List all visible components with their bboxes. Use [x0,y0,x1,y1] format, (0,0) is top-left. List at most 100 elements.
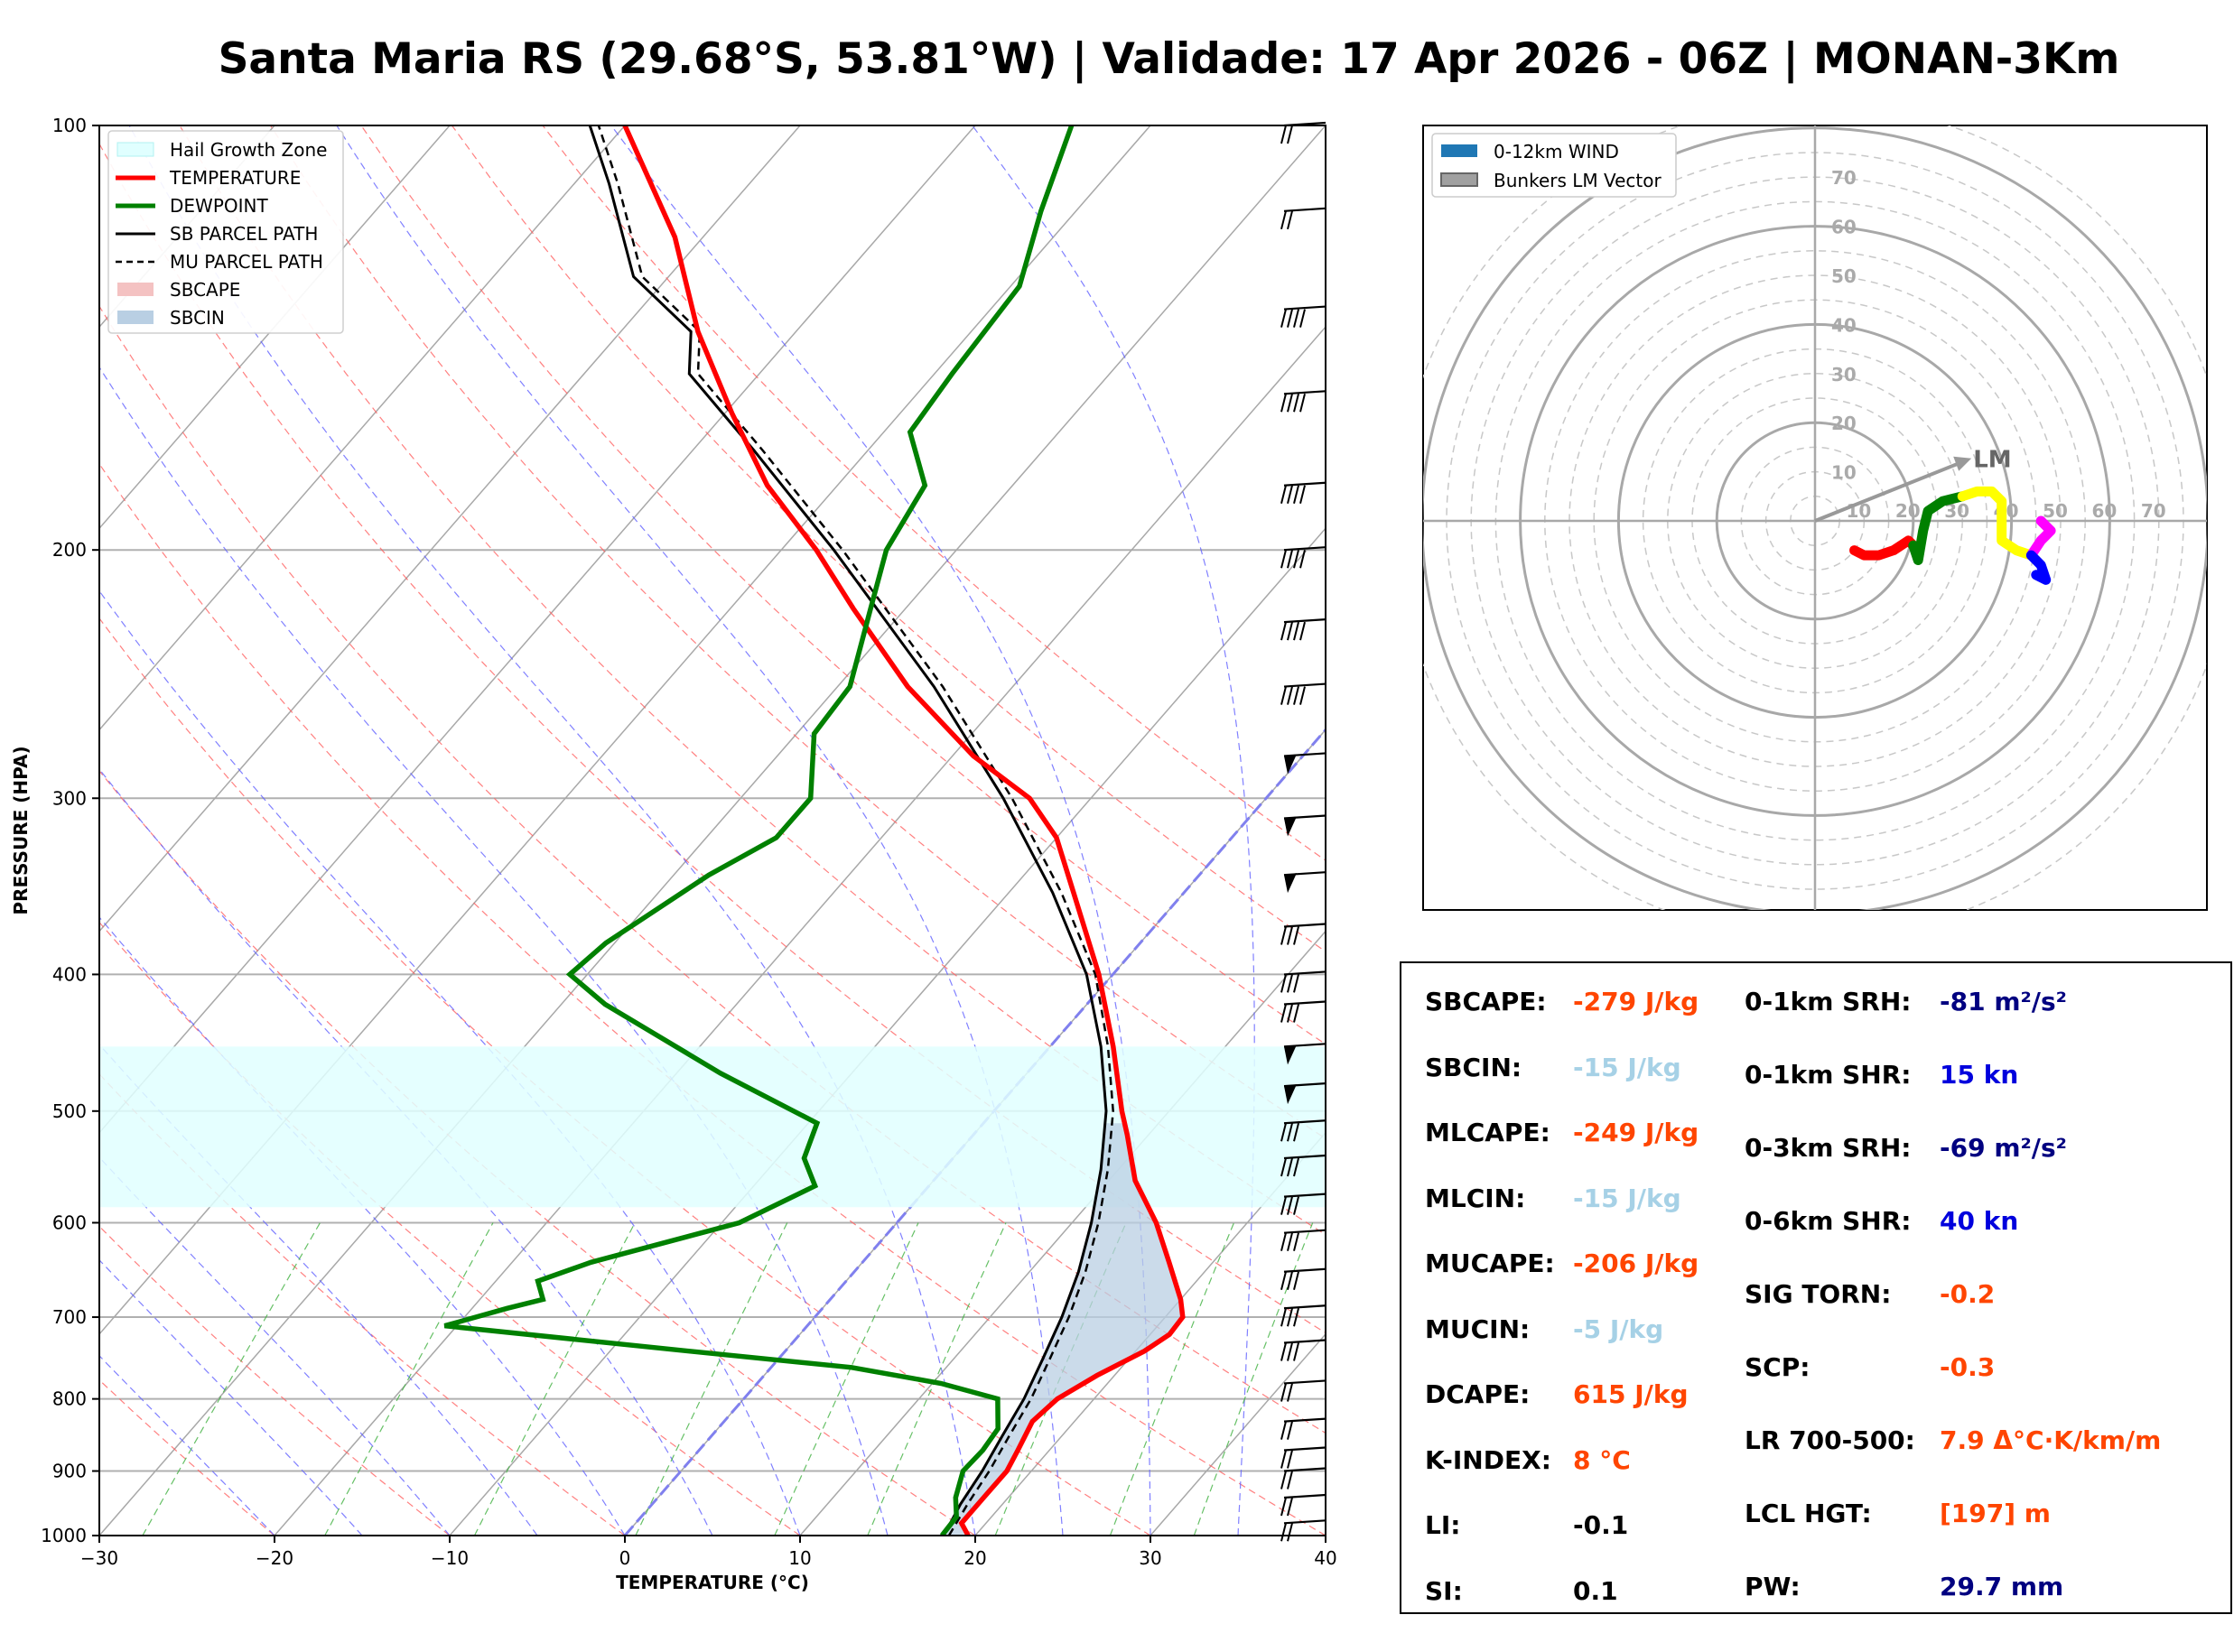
wind-barb-feather [1280,974,1287,993]
x-tick-label: 20 [963,1547,986,1569]
index-value: -249 J/kg [1573,1118,1699,1147]
index-value: 8 °C [1573,1444,1631,1475]
isotherm-line [99,125,976,1134]
index-label: SBCIN: [1425,1052,1522,1082]
isotherm-line [99,125,801,933]
index-value: 15 kn [1940,1060,2019,1090]
x-tick-label: 0 [619,1547,631,1569]
isotherm-line [799,930,1326,1536]
index-value: 0.1 [1573,1575,1618,1606]
wind-barb-feather [1280,926,1287,945]
wind-barb-feather [1293,1196,1299,1215]
index-value: -69 m²/s² [1940,1133,2067,1163]
wind-barb [1283,1119,1326,1125]
wind-barb-feather [1280,1308,1287,1327]
index-value: -15 J/kg [1573,1183,1681,1213]
wind-barb-feather [1280,1383,1287,1402]
lm-vector [1814,459,1963,523]
wind-barb-feather [1287,125,1293,144]
wind-barb-feather [1280,125,1287,144]
wind-barb-feather [1287,1342,1293,1361]
wind-barb-feather [1293,549,1299,569]
isotherm-line [274,325,1326,1536]
skewt-shaded-areas [99,1046,1326,1536]
wind-barb-feather [1293,621,1299,641]
index-label: LI: [1425,1510,1461,1540]
wind-barb-feather [1280,485,1287,504]
hodograph-ring-label: 60 [1831,217,1857,238]
index-value: 7.9 Δ°C·K/km/m [1940,1425,2162,1455]
wind-barb [1283,481,1326,487]
wind-barb-feather [1299,549,1306,569]
moist-adiabat [99,1258,363,1536]
wind-barb-flag [1284,873,1297,894]
wind-barb-feather [1287,1497,1293,1517]
index-value: 40 kn [1940,1206,2019,1236]
wind-barb-feather [1287,1450,1293,1469]
legend-label: MU PARCEL PATH [170,251,323,273]
index-value: 615 J/kg [1573,1379,1689,1409]
hodo-legend-label: Bunkers LM Vector [1494,170,1662,191]
x-tick-label: 40 [1314,1547,1336,1569]
wind-barb [1283,618,1326,624]
wind-barb [1283,970,1326,976]
wind-barb-feather [1287,485,1293,504]
index-label: SBCAPE: [1425,987,1547,1016]
wind-barb-feather [1299,485,1306,504]
index-value: -5 J/kg [1573,1313,1664,1344]
wind-barb-flag [1284,754,1297,775]
wind-barb-feather [1280,1232,1287,1251]
mixing-ratio-line [1109,1222,1235,1536]
hodograph-wind-segment [1908,491,1968,565]
wind-barb [1283,546,1326,552]
hodograph-ring-label: 60 [2091,500,2117,522]
index-label: PW: [1745,1572,1801,1601]
wind-barb-feather [1287,1122,1293,1142]
hodograph-ring-label: 30 [1831,364,1857,385]
wind-barb-feather [1280,210,1287,230]
index-value: -0.3 [1940,1352,1996,1382]
wind-barb-feather [1280,686,1287,705]
wind-barb-feather [1287,1421,1293,1440]
wind-barb-feather [1280,1450,1287,1469]
wind-barb-feather [1280,1196,1287,1215]
isotherm-line [99,125,626,731]
wind-barb [1283,1446,1326,1452]
legend-swatch-hail [116,142,154,157]
y-tick-label: 500 [52,1100,87,1122]
dewpoint-line [443,125,1075,1536]
hodograph-ring-label: 50 [2043,500,2068,522]
hodograph-wind-segment [2025,515,2056,561]
index-value: -206 J/kg [1573,1248,1699,1278]
wind-barb-flag [1284,1044,1297,1065]
wind-barb-feather [1293,1004,1299,1023]
wind-barb [1283,1379,1326,1385]
dry-adiabat [99,1225,451,1536]
legend-label: SBCAPE [170,279,240,301]
wind-barb-feather [1280,1421,1287,1440]
wind-barb-feather [1287,1471,1293,1490]
wind-barb-feather [1293,1308,1299,1327]
wind-barb-feather [1293,1122,1299,1142]
index-value: -279 J/kg [1573,987,1699,1016]
hodograph-ring-label: 50 [1831,265,1857,287]
hodograph-ring-label: 20 [1831,413,1857,434]
index-label: MUCAPE: [1425,1248,1555,1278]
wind-barb-feather [1280,1271,1287,1291]
dry-adiabat [99,769,976,1536]
y-tick-label: 1000 [41,1525,87,1546]
indices-panel: SBCAPE: -279 J/kg SBCIN: -15 J/kg MLCAPE: -24… [1400,961,2232,1614]
y-tick-label: 700 [52,1306,87,1328]
wind-barb-feather [1293,485,1299,504]
x-tick-label: −10 [431,1547,469,1569]
isotherm-line [99,125,275,329]
mixing-ratio-line [142,1222,321,1536]
dry-adiabat [99,1072,626,1536]
wind-barb-feather [1293,974,1299,993]
hodograph-ring-label: 40 [1831,314,1857,336]
hodo-legend-label: 0-12km WIND [1494,141,1619,162]
wind-barb [1283,207,1326,212]
wind-barb [1283,682,1326,688]
wind-barb-feather [1280,1342,1287,1361]
